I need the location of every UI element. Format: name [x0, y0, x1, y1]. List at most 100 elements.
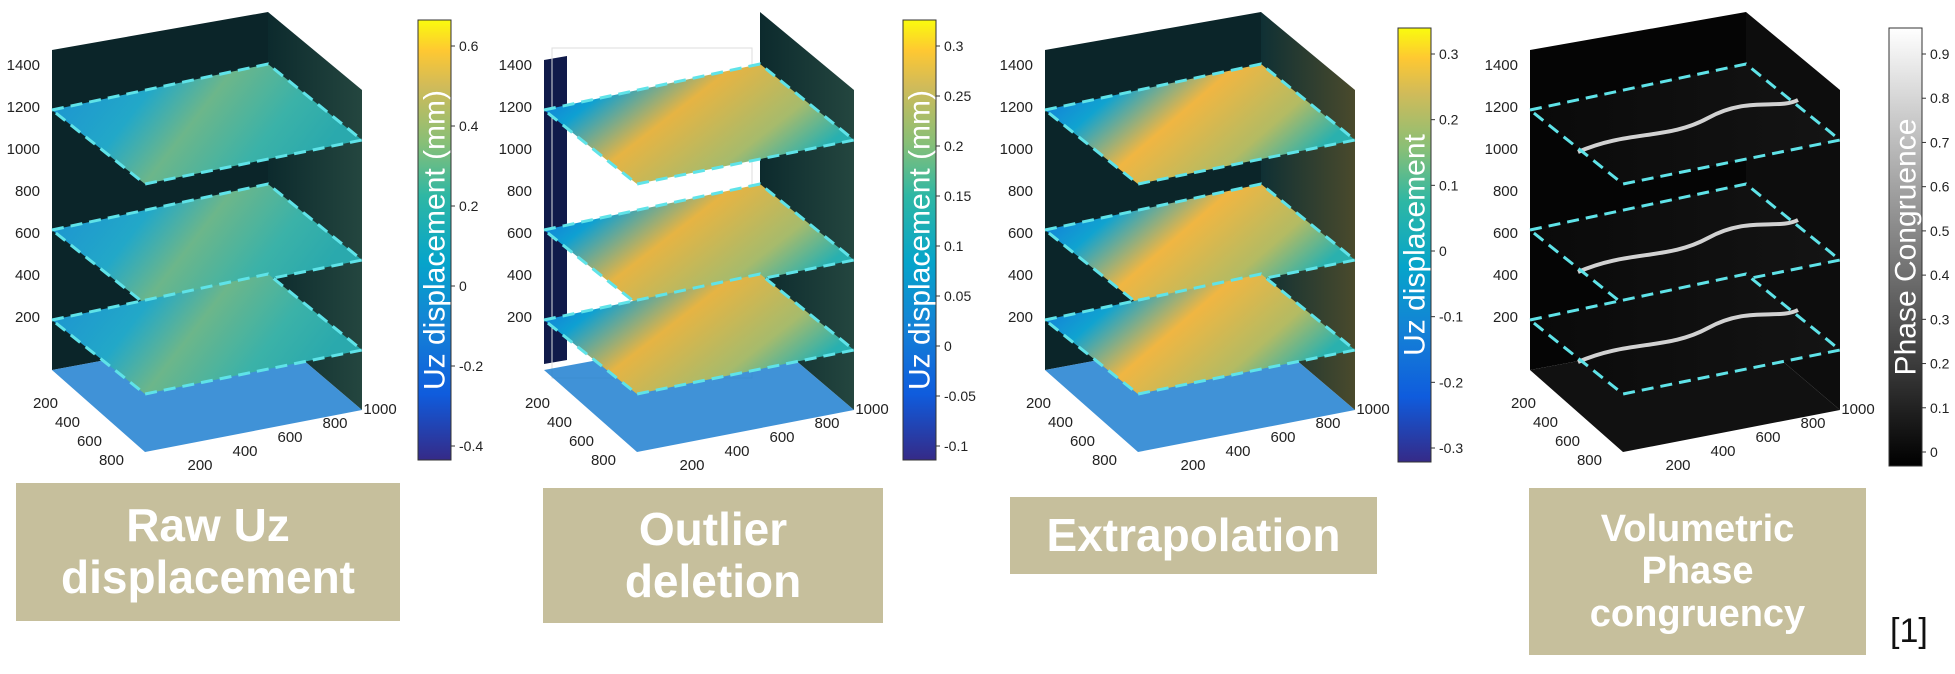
colorbar-tick-label: 0.1	[1930, 400, 1950, 416]
z-tick-label: 1400	[499, 57, 532, 74]
panel-raw: 1400 1200 1000 800 600 400 200 200 400 600 800 200 4…	[7, 12, 484, 474]
x-tick-label: 400	[1710, 443, 1735, 460]
y-tick-label: 200	[525, 395, 550, 412]
z-tick-label: 400	[15, 267, 40, 284]
colorbar-tick-label: -0.3	[1439, 440, 1463, 456]
y-tick-label: 400	[547, 414, 572, 431]
z-tick-label: 800	[15, 183, 40, 200]
colorbar-tick-label: -0.05	[944, 388, 976, 404]
panel-extrap: 1400 1200 1000 800 600 400 200 200 400 600 800 200 4…	[1000, 12, 1464, 474]
colorbar-tick-label: 0	[944, 338, 952, 354]
z-tick-label: 1000	[1000, 141, 1033, 158]
panel-phase: 1400 1200 1000 800 600 400 200 200 400 600 800 200 4…	[1485, 12, 1950, 474]
y-tick-label: 800	[99, 452, 124, 469]
step-label-outlier: Outlier deletion	[543, 488, 883, 623]
z-tick-label: 200	[1008, 309, 1033, 326]
z-tick-label: 1000	[1485, 141, 1518, 158]
colorbar-tick-label: -0.1	[944, 438, 968, 454]
z-tick-label: 1400	[7, 57, 40, 74]
z-tick-label: 1200	[1485, 99, 1518, 116]
x-tick-label: 800	[1315, 415, 1340, 432]
x-tick-label: 200	[1665, 457, 1690, 474]
y-tick-label: 600	[1070, 433, 1095, 450]
y-tick-label: 400	[55, 414, 80, 431]
x-tick-label: 600	[1755, 429, 1780, 446]
y-tick-label: 800	[1577, 452, 1602, 469]
z-tick-label: 600	[1008, 225, 1033, 242]
colorbar-tick-label: 0.6	[459, 38, 479, 54]
x-tick-label: 1000	[1841, 401, 1874, 418]
colorbar-tick-label: 0.25	[944, 88, 971, 104]
colorbar-tick-label: 0.2	[1930, 356, 1950, 372]
colorbar-label: Uz displacement	[1399, 133, 1432, 355]
z-tick-label: 1200	[7, 99, 40, 116]
x-tick-label: 800	[1800, 415, 1825, 432]
z-tick-label: 600	[507, 225, 532, 242]
y-tick-label: 200	[1511, 395, 1536, 412]
colorbar-tick-label: -0.4	[459, 438, 483, 454]
y-tick-label: 800	[591, 452, 616, 469]
z-tick-label: 400	[1493, 267, 1518, 284]
colorbar-tick-label: 0.05	[944, 288, 971, 304]
z-tick-label: 200	[1493, 309, 1518, 326]
colorbar-tick-label: 0.15	[944, 188, 971, 204]
colorbar-tick-label: 0	[1930, 444, 1938, 460]
z-tick-label: 1400	[1000, 57, 1033, 74]
y-tick-label: 600	[77, 433, 102, 450]
step-label-raw: Raw Uz displacement	[16, 483, 400, 621]
step-label-line: Outlier	[625, 504, 801, 556]
colorbar-tick-label: 0.1	[1439, 177, 1459, 193]
colorbar-tick-label: 0	[1439, 243, 1447, 259]
z-tick-label: 200	[507, 309, 532, 326]
z-tick-label: 1200	[1000, 99, 1033, 116]
colorbar-tick-label: 0.2	[1439, 112, 1459, 128]
colorbar-tick-label: -0.2	[459, 358, 483, 374]
x-tick-label: 200	[1180, 457, 1205, 474]
x-tick-label: 400	[1225, 443, 1250, 460]
colorbar-label: Uz displacement (mm)	[904, 90, 937, 390]
colorbar-tick-label: 0.4	[1930, 267, 1950, 283]
colorbar-tick-label: 0.3	[944, 38, 964, 54]
z-tick-label: 600	[1493, 225, 1518, 242]
x-tick-label: 1000	[363, 401, 396, 418]
colorbar-tick-label: 0.7	[1930, 134, 1950, 150]
y-tick-label: 200	[33, 395, 58, 412]
x-tick-label: 600	[277, 429, 302, 446]
citation-label: [1]	[1890, 612, 1928, 651]
step-label-phase: Volumetric Phase congruency	[1529, 488, 1866, 655]
colorbar-tick-label: 0	[459, 278, 467, 294]
y-tick-label: 600	[1555, 433, 1580, 450]
colorbar-tick-label: 0.1	[944, 238, 964, 254]
step-label-line: Raw Uz	[61, 500, 355, 552]
colorbar-tick-label: 0.3	[1930, 311, 1950, 327]
y-tick-label: 400	[1533, 414, 1558, 431]
z-tick-label: 1400	[1485, 57, 1518, 74]
colorbar-tick-label: 0.6	[1930, 179, 1950, 195]
y-tick-label: 200	[1026, 395, 1051, 412]
x-tick-label: 400	[724, 443, 749, 460]
x-tick-label: 1000	[855, 401, 888, 418]
y-tick-label: 400	[1048, 414, 1073, 431]
colorbar-tick-label: 0.3	[1439, 46, 1459, 62]
colorbar-label: Uz displacement (mm)	[419, 90, 452, 390]
z-tick-label: 800	[507, 183, 532, 200]
y-tick-label: 800	[1092, 452, 1117, 469]
z-tick-label: 400	[1008, 267, 1033, 284]
x-tick-label: 600	[1270, 429, 1295, 446]
colorbar-label: Phase Congruence	[1890, 119, 1923, 376]
z-tick-label: 400	[507, 267, 532, 284]
x-tick-label: 1000	[1356, 401, 1389, 418]
y-tick-label: 600	[569, 433, 594, 450]
x-tick-label: 800	[322, 415, 347, 432]
z-tick-label: 800	[1008, 183, 1033, 200]
x-tick-label: 200	[679, 457, 704, 474]
step-label-line: Volumetric	[1590, 508, 1805, 551]
step-label-line: Phase	[1590, 550, 1805, 593]
step-label-line: displacement	[61, 552, 355, 604]
colorbar-tick-label: 0.2	[944, 138, 964, 154]
x-tick-label: 600	[769, 429, 794, 446]
step-label-line: deletion	[625, 556, 801, 608]
colorbar-tick-label: 0.2	[459, 198, 479, 214]
colorbar-tick-label: -0.1	[1439, 309, 1463, 325]
x-tick-label: 200	[187, 457, 212, 474]
